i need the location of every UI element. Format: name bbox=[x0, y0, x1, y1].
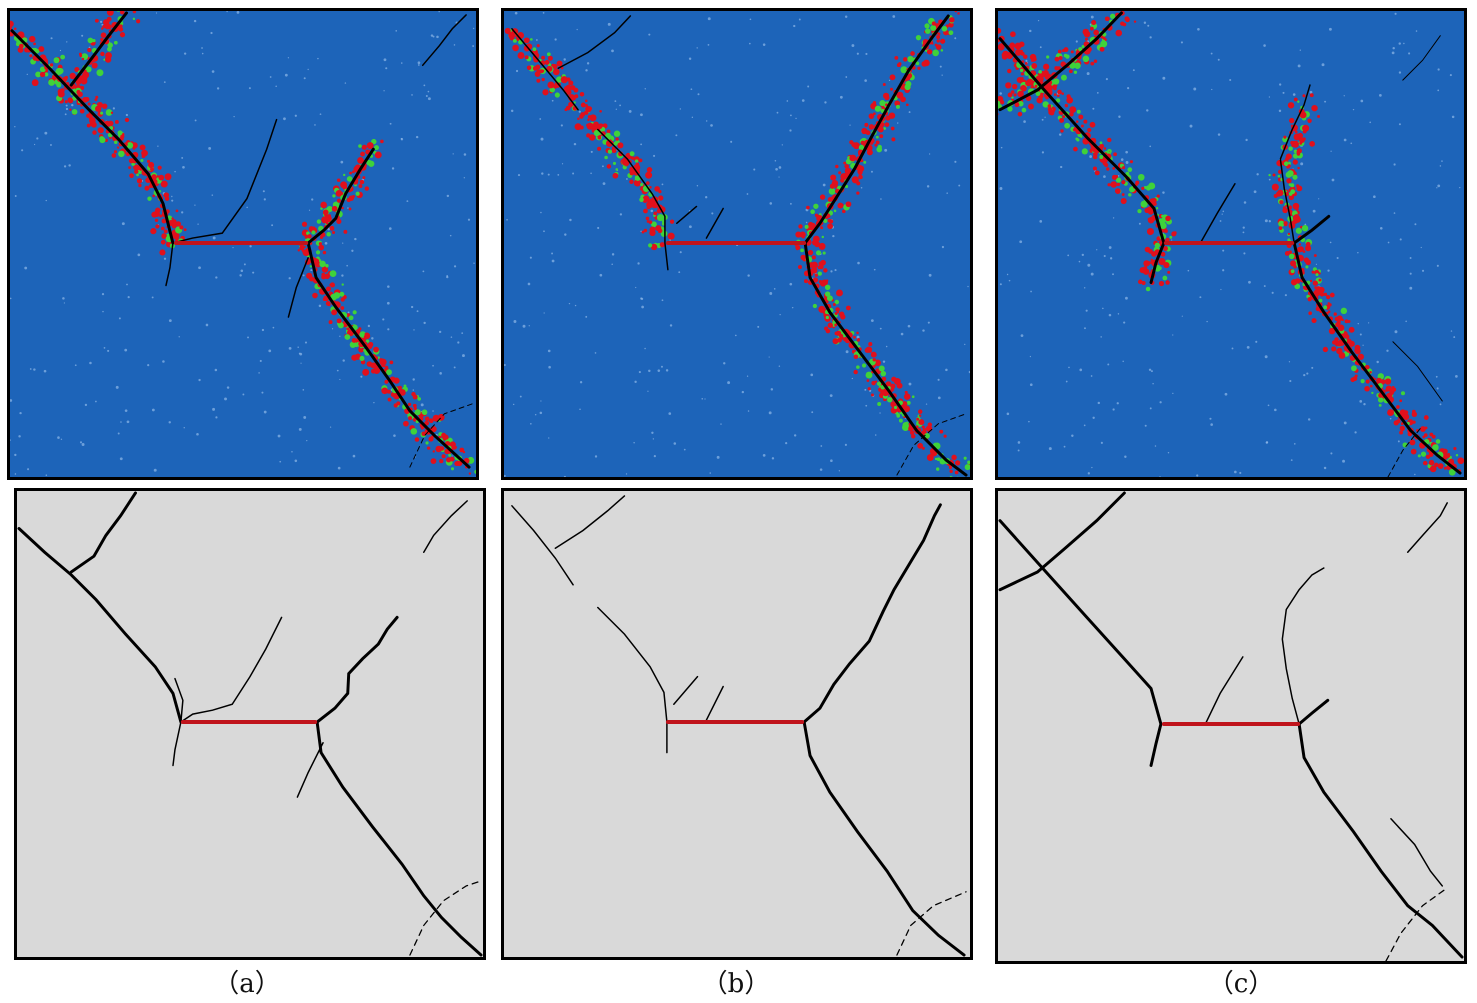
crack-sketch-svg-a bbox=[17, 491, 483, 957]
simulation-svg-c bbox=[998, 11, 1464, 477]
crack-sketch-panel-b bbox=[501, 488, 973, 960]
simulation-panel-c bbox=[995, 8, 1467, 480]
crack-sketch-svg-b bbox=[511, 495, 967, 957]
simulation-panel-b bbox=[501, 8, 973, 480]
simulation-panel-a bbox=[7, 8, 479, 480]
subfigure-label-b: （b） bbox=[701, 969, 771, 999]
simulation-svg-a bbox=[10, 11, 476, 477]
crack-sketch-panel-c bbox=[995, 488, 1467, 964]
simulation-svg-b bbox=[504, 11, 970, 477]
crack-sketch-svg-c bbox=[998, 491, 1464, 961]
crack-sketch-panel-a bbox=[14, 488, 486, 960]
crack-lines-a bbox=[10, 11, 473, 469]
crack-lines-c bbox=[998, 11, 1462, 477]
subfigure-label-c: （c） bbox=[1207, 969, 1275, 999]
damage-particles-c bbox=[998, 11, 1464, 477]
subfigure-label-a: （a） bbox=[213, 969, 281, 999]
crack-lines-b bbox=[511, 14, 968, 477]
